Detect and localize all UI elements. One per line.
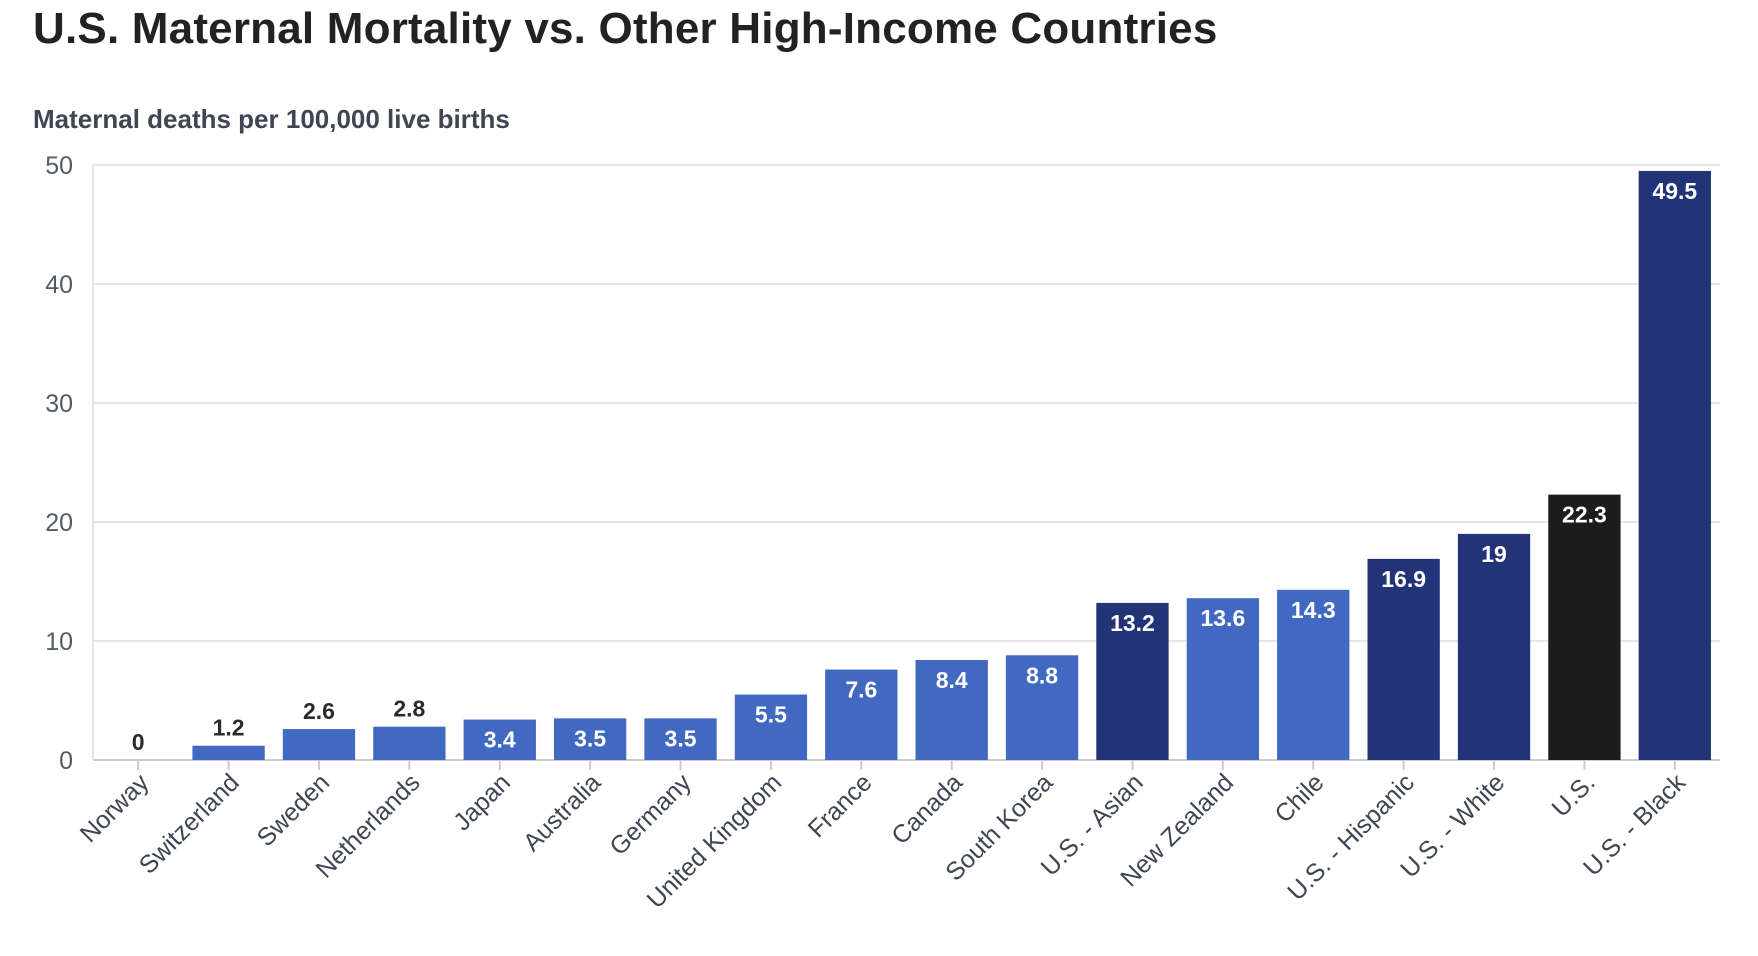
bar	[373, 726, 446, 760]
data-label: 13.6	[1200, 605, 1245, 631]
y-tick-label: 20	[45, 509, 73, 537]
data-label: 5.5	[755, 702, 787, 728]
bar	[553, 718, 627, 760]
x-tick-label: France	[803, 768, 878, 843]
x-tick-label: Chile	[1269, 768, 1329, 828]
data-label: 16.9	[1381, 566, 1426, 592]
chart-title: U.S. Maternal Mortality vs. Other High-I…	[33, 4, 1218, 53]
y-axis: 0 10 20 30 40 50	[45, 152, 94, 775]
x-tick-label: Australia	[518, 768, 607, 857]
x-tick-label: U.S.	[1546, 768, 1600, 822]
data-label: 8.4	[936, 667, 968, 693]
bar	[915, 660, 988, 760]
bar	[463, 719, 536, 760]
bar	[282, 729, 356, 760]
y-tick-label: 50	[45, 152, 73, 180]
bar	[1277, 589, 1350, 760]
data-label: 13.2	[1110, 610, 1155, 636]
y-tick-label: 0	[59, 747, 73, 775]
bar	[644, 718, 717, 760]
bar	[1367, 558, 1440, 760]
data-label: 0	[132, 729, 145, 755]
x-tick-label: Norway	[75, 768, 155, 848]
data-label: 19	[1481, 541, 1507, 567]
bar	[1638, 170, 1711, 760]
data-label: 2.6	[303, 698, 335, 724]
bar	[1548, 494, 1621, 760]
data-label: 49.5	[1652, 178, 1697, 204]
bars	[192, 170, 1711, 760]
bar	[1457, 533, 1531, 760]
x-tick-label: Germany	[604, 768, 697, 861]
data-label: 3.5	[574, 725, 606, 751]
data-label: 1.2	[213, 715, 245, 741]
bar	[1186, 598, 1260, 760]
y-tick-label: 10	[45, 628, 73, 656]
data-label: 2.8	[393, 696, 425, 722]
x-tick-label: Japan	[448, 768, 516, 836]
bar	[825, 669, 898, 760]
data-label: 7.6	[845, 677, 877, 703]
data-label: 3.4	[484, 727, 516, 753]
x-tick-label: Canada	[886, 768, 968, 850]
data-label: 8.8	[1026, 662, 1058, 688]
bar	[734, 694, 808, 760]
bar	[1096, 602, 1169, 760]
y-axis-title: Maternal deaths per 100,000 live births	[33, 104, 510, 134]
y-tick-label: 30	[45, 390, 73, 418]
bar	[192, 745, 265, 760]
data-label: 3.5	[665, 725, 697, 751]
x-tick-label: Sweden	[252, 768, 336, 852]
data-label: 22.3	[1562, 502, 1607, 528]
data-label: 14.3	[1291, 597, 1336, 623]
y-tick-label: 40	[45, 271, 73, 299]
bar	[1005, 655, 1079, 760]
data-labels: 0 1.2 2.6 2.8 3.4 3.5 3.5 5.5 7.6 8.4 8.8 13.2 13.6 1…	[132, 178, 1698, 755]
gridlines	[93, 164, 1720, 761]
